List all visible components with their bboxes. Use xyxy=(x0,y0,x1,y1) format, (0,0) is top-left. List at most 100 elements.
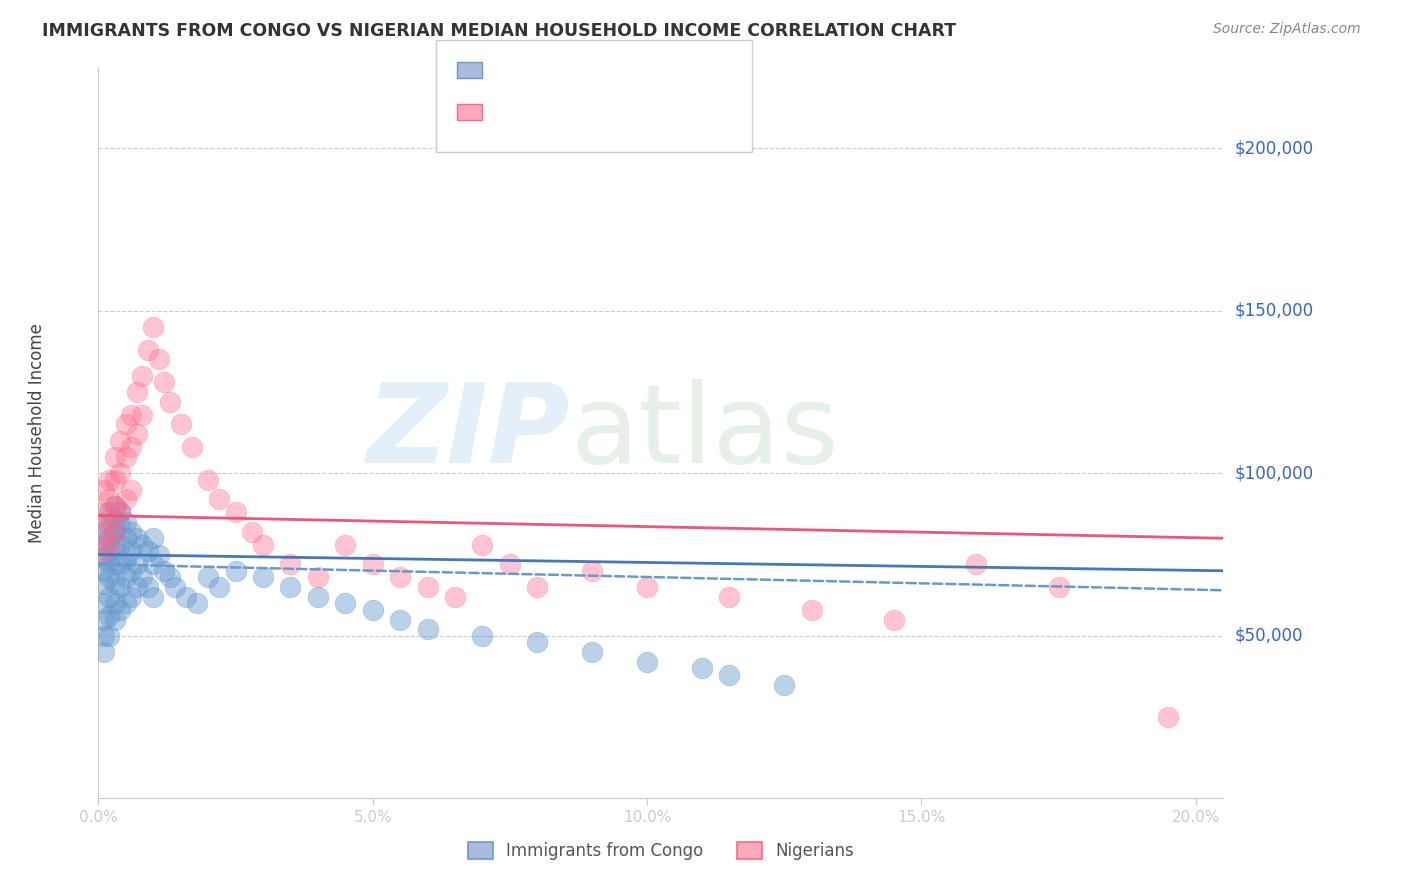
Point xyxy=(115,515,138,529)
Point xyxy=(98,538,121,552)
Point xyxy=(153,376,176,390)
Point xyxy=(335,596,357,610)
Text: Median Household Income: Median Household Income xyxy=(28,323,45,542)
Point xyxy=(125,558,148,572)
Point xyxy=(115,570,138,584)
Point xyxy=(252,538,274,552)
Point xyxy=(170,417,193,432)
Point xyxy=(98,570,121,584)
Point xyxy=(499,558,522,572)
Point xyxy=(389,613,412,627)
Point xyxy=(115,450,138,464)
Point xyxy=(965,558,987,572)
Point xyxy=(581,564,603,578)
Point xyxy=(104,558,127,572)
Point xyxy=(361,603,384,617)
Text: atlas: atlas xyxy=(571,379,839,486)
Point xyxy=(883,613,905,627)
Point xyxy=(153,564,176,578)
Point xyxy=(718,668,741,682)
Text: ZIP: ZIP xyxy=(367,379,571,486)
Point xyxy=(125,580,148,594)
Point xyxy=(98,558,121,572)
Point xyxy=(471,629,494,643)
Point xyxy=(131,538,153,552)
Point xyxy=(131,408,153,422)
Point xyxy=(93,596,115,610)
Point xyxy=(718,590,741,604)
Point xyxy=(636,580,658,594)
Point xyxy=(110,467,132,481)
Point xyxy=(93,564,115,578)
Point xyxy=(125,384,148,399)
Point xyxy=(120,524,142,539)
Point xyxy=(142,590,165,604)
Point xyxy=(186,596,208,610)
Point xyxy=(416,580,439,594)
Point xyxy=(636,655,658,669)
Point xyxy=(148,548,170,562)
Point xyxy=(197,473,219,487)
Point xyxy=(93,483,115,497)
Point xyxy=(110,434,132,448)
Point xyxy=(225,564,247,578)
Point xyxy=(526,580,548,594)
Point xyxy=(120,408,142,422)
Point xyxy=(110,603,132,617)
Point xyxy=(110,580,132,594)
Point xyxy=(110,518,132,533)
Point xyxy=(104,524,127,539)
Point xyxy=(115,531,138,545)
Point xyxy=(104,538,127,552)
Point xyxy=(225,505,247,519)
Point xyxy=(110,538,132,552)
Point xyxy=(1047,580,1070,594)
Point xyxy=(471,538,494,552)
Point xyxy=(110,505,132,519)
Point xyxy=(690,661,713,675)
Point xyxy=(98,473,121,487)
Text: Source: ZipAtlas.com: Source: ZipAtlas.com xyxy=(1213,22,1361,37)
Point xyxy=(104,596,127,610)
Point xyxy=(120,544,142,558)
Point xyxy=(307,590,329,604)
Text: R =: R = xyxy=(489,112,526,129)
Point xyxy=(110,558,132,572)
Text: $50,000: $50,000 xyxy=(1234,627,1303,645)
Point xyxy=(93,576,115,591)
Point xyxy=(120,590,142,604)
Point xyxy=(120,564,142,578)
Point xyxy=(125,427,148,442)
Point xyxy=(93,645,115,659)
Point xyxy=(98,531,121,545)
Legend: Immigrants from Congo, Nigerians: Immigrants from Congo, Nigerians xyxy=(461,835,860,867)
Point xyxy=(416,622,439,636)
Text: $200,000: $200,000 xyxy=(1234,139,1313,157)
Point xyxy=(98,629,121,643)
Point xyxy=(115,596,138,610)
Point xyxy=(142,320,165,334)
Point xyxy=(444,590,467,604)
Text: $150,000: $150,000 xyxy=(1234,301,1313,319)
Text: N =: N = xyxy=(598,69,634,87)
Point xyxy=(120,483,142,497)
Point xyxy=(93,524,115,539)
Point xyxy=(165,580,187,594)
Point xyxy=(131,368,153,383)
Point xyxy=(98,590,121,604)
Point xyxy=(115,417,138,432)
Point xyxy=(104,512,127,526)
Point xyxy=(120,440,142,454)
Point xyxy=(104,576,127,591)
Point xyxy=(159,570,181,584)
Point xyxy=(104,613,127,627)
Point xyxy=(335,538,357,552)
Point xyxy=(125,531,148,545)
Point xyxy=(252,570,274,584)
Text: N =: N = xyxy=(598,112,634,129)
Point xyxy=(1157,710,1180,724)
Text: 55: 55 xyxy=(637,112,659,129)
Point xyxy=(142,531,165,545)
Text: $100,000: $100,000 xyxy=(1234,464,1313,483)
Text: -0.033: -0.033 xyxy=(531,69,591,87)
